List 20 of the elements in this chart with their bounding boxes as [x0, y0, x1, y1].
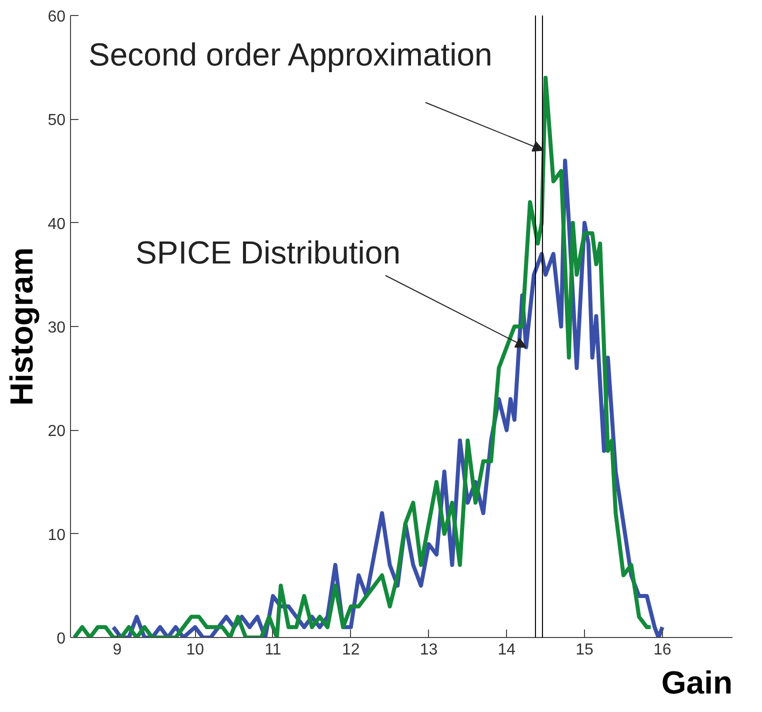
annotation: SPICE Distribution: [136, 234, 400, 270]
y-tick-label: 30: [48, 320, 66, 336]
x-axis-title: Gain: [661, 664, 732, 700]
y-tick-label: 50: [48, 112, 66, 130]
x-tick-label: 11: [264, 642, 282, 658]
line-series: [72, 76, 653, 638]
y-tick-label: 60: [48, 8, 66, 26]
x-tick-label: 14: [498, 642, 516, 658]
x-tick-label: 12: [342, 642, 360, 658]
y-tick-label: 0: [56, 630, 66, 648]
x-tick-label: 9: [112, 642, 122, 658]
y-tick-label: 10: [48, 526, 66, 544]
y-axis-title: Histogram: [4, 247, 40, 406]
x-tick-label: 13: [420, 642, 438, 658]
x-tick-label: 15: [576, 642, 594, 658]
y-tick-label: 40: [48, 216, 66, 233]
annotation: Second order Approximation: [88, 36, 492, 72]
x-tick-label: 10: [186, 642, 204, 658]
y-tick-label: 20: [48, 423, 66, 440]
x-tick-label: 16: [654, 642, 672, 658]
